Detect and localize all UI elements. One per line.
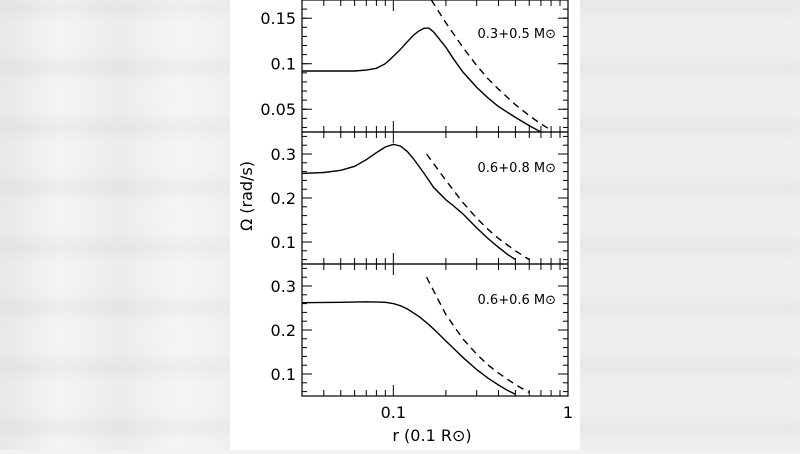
- y-tick-label: 0.15: [260, 9, 296, 28]
- three-panel-chart: Ω (rad/s) r (0.1 R⊙) 0.05 0.1 0.15 0.3+0.5 …: [237, 0, 573, 445]
- panel-label-2: 0.6+0.8 M⊙: [478, 161, 556, 176]
- y-tick-label: 0.3: [271, 145, 296, 164]
- x-axis-label: r (0.1 R⊙): [392, 426, 471, 445]
- y-tick-label: 0.2: [271, 321, 296, 340]
- y-tick-label: 0.1: [271, 233, 296, 252]
- y-tick-label: 0.1: [271, 55, 296, 74]
- series-dashed-panel-3: [425, 276, 530, 394]
- panel-label-1: 0.3+0.5 M⊙: [478, 27, 556, 42]
- series-solid-panel-2: [302, 143, 516, 261]
- x-tick-label: 1: [563, 403, 573, 422]
- figure-panel: Ω (rad/s) r (0.1 R⊙) 0.05 0.1 0.15 0.3+0.5 …: [230, 0, 580, 450]
- series-dashed-panel-1: [430, 0, 552, 131]
- series-dashed-panel-2: [426, 153, 530, 261]
- y-tick-label: 0.3: [271, 277, 296, 296]
- x-tick-label: 0.1: [381, 403, 406, 422]
- y-tick-label: 0.05: [260, 100, 296, 119]
- panel-frame-1: [301, 0, 569, 133]
- series-solid-panel-1: [302, 27, 542, 132]
- panel-label-3: 0.6+0.6 M⊙: [478, 293, 556, 308]
- y-tick-label: 0.1: [271, 365, 296, 384]
- series-solid-panel-3: [302, 301, 516, 395]
- y-axis-label: Ω (rad/s): [237, 161, 256, 231]
- panel-frame-2: [301, 131, 569, 265]
- y-tick-label: 0.2: [271, 189, 296, 208]
